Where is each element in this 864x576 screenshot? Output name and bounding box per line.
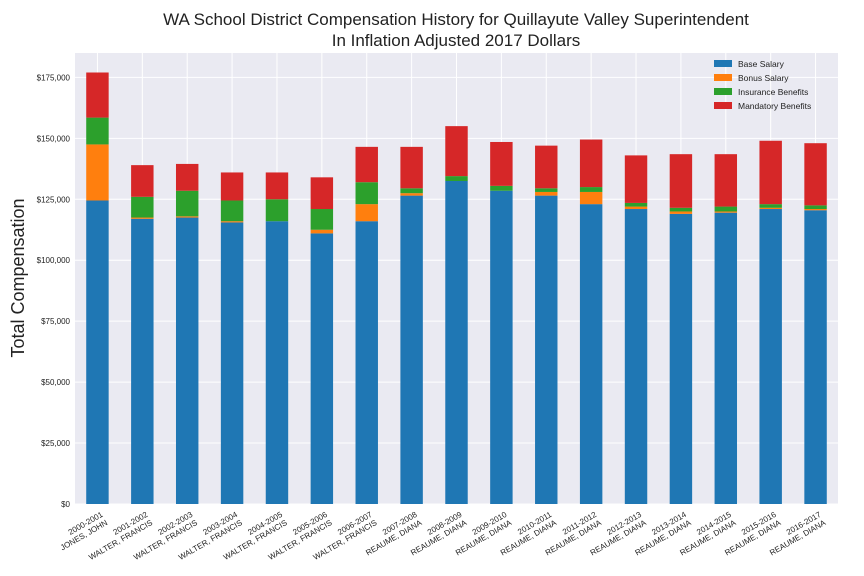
bar-segment-insurance-benefits — [669, 207, 693, 212]
bar-segment-insurance-benefits — [131, 196, 154, 218]
bar-segment-insurance-benefits — [265, 199, 289, 222]
bar-segment-mandatory-benefits — [355, 146, 378, 183]
bar-segment-insurance-benefits — [355, 182, 378, 205]
legend-swatch — [714, 88, 732, 95]
bar-segment-base-salary — [355, 221, 378, 504]
bar-segment-bonus-salary — [669, 211, 693, 214]
legend-swatch — [714, 74, 732, 81]
bar-segment-bonus-salary — [220, 221, 244, 223]
bar-segment-base-salary — [804, 210, 827, 504]
y-tick-label: $0 — [61, 500, 70, 509]
y-tick-label: $25,000 — [41, 439, 70, 448]
chart-title-line-1: WA School District Compensation History … — [163, 10, 749, 29]
bar-segment-base-salary — [220, 222, 244, 504]
bar-segment-bonus-salary — [86, 144, 109, 201]
bar-segment-base-salary — [759, 209, 782, 505]
bar-segment-bonus-salary — [355, 204, 378, 222]
bar-segment-insurance-benefits — [759, 204, 782, 208]
bar-segment-base-salary — [490, 190, 513, 504]
bar-segment-base-salary — [714, 212, 738, 504]
bar-segment-mandatory-benefits — [624, 155, 648, 203]
y-tick-label: $125,000 — [37, 195, 71, 204]
bar-segment-mandatory-benefits — [804, 143, 827, 206]
bar-segment-bonus-salary — [579, 191, 603, 205]
bar-segment-insurance-benefits — [175, 190, 199, 217]
bar-segment-base-salary — [86, 200, 109, 504]
bar-segment-mandatory-benefits — [669, 154, 693, 208]
bar-segment-bonus-salary — [714, 211, 738, 213]
bar-segment-insurance-benefits — [86, 117, 109, 145]
bar-segment-base-salary — [669, 213, 693, 505]
bar-segment-mandatory-benefits — [445, 126, 468, 177]
bar-segment-bonus-salary — [535, 191, 558, 196]
y-tick-label: $100,000 — [37, 256, 71, 265]
bar-segment-base-salary — [400, 195, 423, 504]
bar-segment-bonus-salary — [624, 206, 648, 210]
y-axis-label: Total Compensation — [8, 198, 28, 357]
bar-segment-mandatory-benefits — [131, 165, 154, 197]
bar-segment-base-salary — [445, 180, 468, 504]
bar-segment-mandatory-benefits — [86, 72, 109, 118]
bar-segment-insurance-benefits — [804, 205, 827, 210]
bar-segment-insurance-benefits — [535, 188, 558, 192]
bar-segment-mandatory-benefits — [175, 163, 199, 191]
bar-segment-base-salary — [624, 209, 648, 505]
bar-segment-mandatory-benefits — [579, 139, 603, 188]
legend: Base Salary Bonus Salary Insurance Benefit… — [714, 59, 811, 111]
bar-segment-base-salary — [131, 218, 154, 504]
bar-segment-base-salary — [535, 195, 558, 504]
bar-segment-bonus-salary — [175, 216, 199, 218]
y-tick-label: $75,000 — [41, 317, 70, 326]
y-tick-label: $150,000 — [37, 134, 71, 143]
legend-swatch — [714, 60, 732, 67]
y-tick-label: $175,000 — [37, 73, 71, 82]
bar-segment-bonus-salary — [759, 207, 782, 210]
legend-label: Base Salary — [738, 59, 785, 69]
bar-segment-mandatory-benefits — [310, 177, 334, 210]
bar-segment-insurance-benefits — [220, 200, 244, 222]
bar-segment-mandatory-benefits — [220, 172, 244, 201]
bar-segment-bonus-salary — [400, 193, 423, 196]
bar-segment-base-salary — [579, 204, 603, 505]
y-axis-ticks: $0 $25,000 $50,000 $75,000 $100,000 $125,000 $… — [37, 73, 71, 509]
legend-label: Insurance Benefits — [738, 87, 808, 97]
bar-segment-mandatory-benefits — [759, 140, 782, 205]
bar-segment-mandatory-benefits — [535, 145, 558, 189]
chart-title: WA School District Compensation History … — [163, 10, 749, 50]
legend-label: Bonus Salary — [738, 73, 789, 83]
bars — [86, 72, 827, 505]
bar-segment-bonus-salary — [804, 209, 827, 211]
legend-label: Mandatory Benefits — [738, 101, 811, 111]
bar-segment-mandatory-benefits — [490, 141, 513, 186]
bar-segment-insurance-benefits — [624, 202, 648, 207]
bar-segment-base-salary — [310, 233, 334, 504]
bar-segment-insurance-benefits — [445, 176, 468, 181]
chart-title-line-2: In Inflation Adjusted 2017 Dollars — [332, 31, 581, 50]
bar-segment-mandatory-benefits — [265, 172, 289, 200]
bar-segment-mandatory-benefits — [400, 146, 423, 189]
bar-segment-insurance-benefits — [714, 206, 738, 212]
bar-segment-insurance-benefits — [490, 185, 513, 191]
bar-segment-insurance-benefits — [400, 188, 423, 194]
y-tick-label: $50,000 — [41, 378, 70, 387]
bar-segment-bonus-salary — [310, 229, 334, 234]
bar-segment-insurance-benefits — [579, 187, 603, 192]
bar-segment-mandatory-benefits — [714, 154, 738, 207]
bar-segment-base-salary — [265, 221, 289, 504]
bar-segment-insurance-benefits — [310, 209, 334, 230]
bar-segment-bonus-salary — [131, 217, 154, 219]
bar-segment-base-salary — [175, 217, 199, 504]
legend-swatch — [714, 102, 732, 109]
